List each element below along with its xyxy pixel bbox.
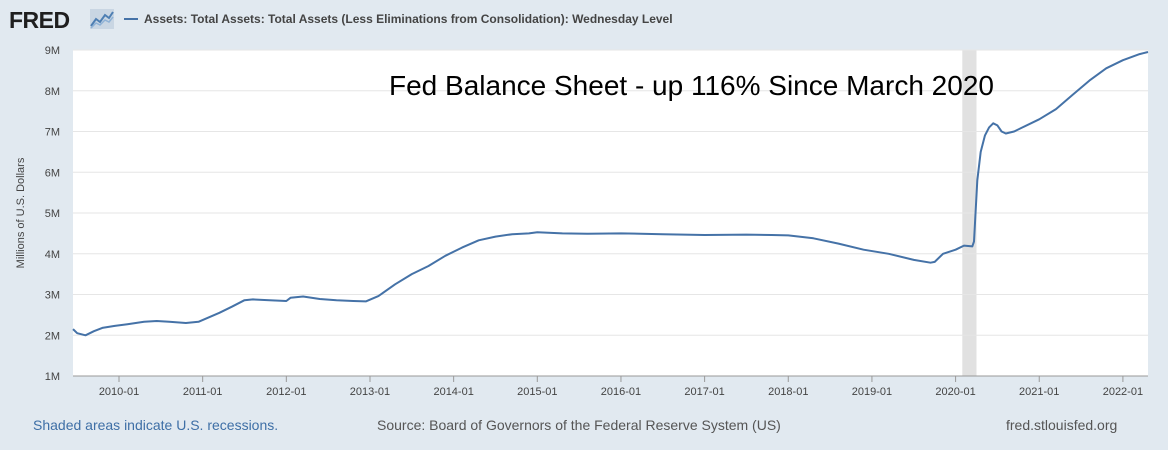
- series-line-0[interactable]: [72, 51, 1149, 337]
- y-tick-label: 7M: [45, 127, 60, 139]
- x-tick-label: 2022-01: [1103, 386, 1143, 398]
- legend-label: Assets: Total Assets: Total Assets (Less…: [144, 12, 673, 26]
- y-tick-label: 2M: [45, 330, 60, 342]
- x-tick-label: 2021-01: [1019, 386, 1059, 398]
- x-tick-label: 2014-01: [433, 386, 473, 398]
- y-tick-label: 1M: [45, 371, 60, 383]
- recession-note-link[interactable]: Shaded areas indicate U.S. recessions.: [33, 417, 279, 433]
- fred-logo[interactable]: FRED: [9, 7, 70, 33]
- y-tick-label: 3M: [45, 290, 60, 302]
- x-tick-label: 2013-01: [350, 386, 390, 398]
- x-tick-label: 2020-01: [935, 386, 975, 398]
- x-tick-label: 2012-01: [266, 386, 306, 398]
- x-tick-label: 2011-01: [183, 386, 223, 398]
- x-axis-ticks: 2010-01 2011-01 2012-01 2013-01 2014-01 2015-…: [99, 376, 1143, 398]
- x-tick-label: 2019-01: [852, 386, 892, 398]
- series-layer: [72, 51, 1149, 337]
- y-tick-label: 9M: [45, 45, 60, 57]
- gridlines: [73, 49, 1148, 336]
- chart-header: FRED Assets: Total Assets: Total Assets …: [0, 0, 1168, 40]
- x-tick-label: 2010-01: [99, 386, 139, 398]
- chart-title: Fed Balance Sheet - up 116% Since March …: [389, 70, 994, 101]
- chart-legend[interactable]: Assets: Total Assets: Total Assets (Less…: [124, 11, 673, 27]
- site-link[interactable]: fred.stlouisfed.org: [1006, 417, 1118, 433]
- y-axis-tick-labels: 1M 2M 3M 4M 5M 6M 7M 8M 9M: [45, 45, 60, 383]
- x-tick-label: 2017-01: [684, 386, 724, 398]
- source-note: Source: Board of Governors of the Federa…: [377, 417, 781, 433]
- y-tick-label: 5M: [45, 208, 60, 220]
- fred-logo-graph-icon: [90, 9, 114, 29]
- y-tick-label: 6M: [45, 167, 60, 179]
- x-tick-label: 2016-01: [601, 386, 641, 398]
- y-tick-label: 4M: [45, 249, 60, 261]
- y-tick-label: 8M: [45, 86, 60, 98]
- x-tick-label: 2015-01: [517, 386, 557, 398]
- legend-swatch: [124, 17, 138, 20]
- y-axis-title: Millions of U.S. Dollars: [15, 157, 27, 268]
- x-tick-label: 2018-01: [768, 386, 808, 398]
